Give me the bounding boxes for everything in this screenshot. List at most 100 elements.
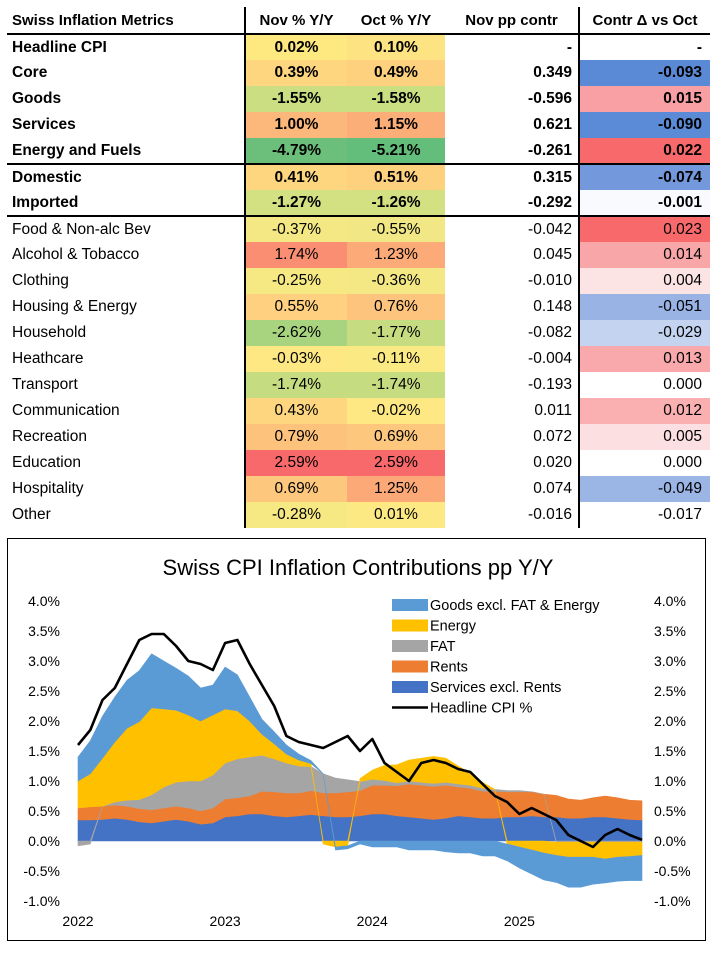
header-metric-label: Swiss Inflation Metrics xyxy=(7,7,246,35)
legend-label: Services excl. Rents xyxy=(430,680,561,696)
nov-yoy-cell: 0.02% xyxy=(245,34,347,60)
table-row: Communication 0.43% -0.02% 0.011 0.012 xyxy=(7,398,710,424)
legend-label: Energy xyxy=(430,619,477,635)
y-axis-left: 4.0% 3.5% 3.0% 2.5% 2.0% 1.5% 1.0% 0.5% 0.0% -0.5… xyxy=(23,593,60,909)
row-label: Core xyxy=(7,60,246,86)
nov-contribution-cell: -0.010 xyxy=(445,268,580,294)
chart-legend: Goods excl. FAT & Energy Energy FAT Rents Se… xyxy=(392,598,600,717)
row-label: Recreation xyxy=(7,424,246,450)
headline-cpi-line xyxy=(76,632,643,849)
oct-yoy-cell: 1.23% xyxy=(347,242,445,268)
nov-yoy-cell: 2.59% xyxy=(245,450,347,476)
oct-yoy-cell: -0.55% xyxy=(347,216,445,242)
nov-contribution-cell: -0.261 xyxy=(445,138,580,165)
nov-contribution-cell: -0.596 xyxy=(445,86,580,112)
table-row: Food & Non-alc Bev -0.37% -0.55% -0.042 0.02… xyxy=(7,216,710,242)
contribution-delta-cell: 0.000 xyxy=(579,372,710,398)
row-label: Goods xyxy=(7,86,246,112)
contribution-delta-cell: 0.014 xyxy=(579,242,710,268)
headline-line-group xyxy=(76,632,643,849)
table-body: Headline CPI 0.02% 0.10% - - Core 0.39% 0.49% 0.… xyxy=(7,34,710,528)
nov-contribution-cell: 0.020 xyxy=(445,450,580,476)
nov-yoy-cell: 1.00% xyxy=(245,112,347,138)
header-nov-yoy: Nov % Y/Y xyxy=(245,7,347,35)
header-contribution-delta: Contr Δ vs Oct xyxy=(579,7,710,35)
oct-yoy-cell: -0.11% xyxy=(347,346,445,372)
nov-contribution-cell: -0.004 xyxy=(445,346,580,372)
oct-yoy-cell: 0.69% xyxy=(347,424,445,450)
oct-yoy-cell: -0.02% xyxy=(347,398,445,424)
nov-yoy-cell: -0.37% xyxy=(245,216,347,242)
stacked-areas xyxy=(77,653,643,888)
oct-yoy-cell: -1.26% xyxy=(347,190,445,217)
table-header-row: Swiss Inflation Metrics Nov % Y/Y Oct % … xyxy=(7,7,710,35)
table-row: Recreation 0.79% 0.69% 0.072 0.005 xyxy=(7,424,710,450)
nov-yoy-cell: 0.69% xyxy=(245,476,347,502)
table-row: Alcohol & Tobacco 1.74% 1.23% 0.045 0.014 xyxy=(7,242,710,268)
table-row: Other -0.28% 0.01% -0.016 -0.017 xyxy=(7,502,710,528)
y-tick-label-right: 3.5% xyxy=(654,623,686,639)
nov-yoy-cell: -0.03% xyxy=(245,346,347,372)
row-label: Transport xyxy=(7,372,246,398)
table-row: Education 2.59% 2.59% 0.020 0.000 xyxy=(7,450,710,476)
nov-yoy-cell: -1.74% xyxy=(245,372,347,398)
table-row: Services 1.00% 1.15% 0.621 -0.090 xyxy=(7,112,710,138)
oct-yoy-cell: -1.77% xyxy=(347,320,445,346)
row-label: Food & Non-alc Bev xyxy=(7,216,246,242)
contribution-delta-cell: -0.029 xyxy=(579,320,710,346)
y-tick-label-left: -0.5% xyxy=(23,863,60,879)
legend-swatch xyxy=(392,660,428,673)
y-tick-label-right: 1.0% xyxy=(654,773,686,789)
contribution-delta-cell: -0.074 xyxy=(579,164,710,190)
contribution-delta-cell: 0.013 xyxy=(579,346,710,372)
nov-contribution-cell: 0.072 xyxy=(445,424,580,450)
contribution-delta-cell: -0.001 xyxy=(579,190,710,217)
contribution-delta-cell: -0.017 xyxy=(579,502,710,528)
table-row: Imported -1.27% -1.26% -0.292 -0.001 xyxy=(7,190,710,217)
table-row: Goods -1.55% -1.58% -0.596 0.015 xyxy=(7,86,710,112)
nov-contribution-cell: 0.011 xyxy=(445,398,580,424)
nov-contribution-cell: 0.074 xyxy=(445,476,580,502)
nov-yoy-cell: -1.27% xyxy=(245,190,347,217)
y-tick-label-right: 0.0% xyxy=(654,833,686,849)
legend-swatch xyxy=(392,619,428,632)
row-label: Other xyxy=(7,502,246,528)
y-tick-label-right: 4.0% xyxy=(654,593,686,609)
row-label: Energy and Fuels xyxy=(7,138,246,165)
table-row: Hospitality 0.69% 1.25% 0.074 -0.049 xyxy=(7,476,710,502)
nov-contribution-cell: 0.621 xyxy=(445,112,580,138)
legend-label: FAT xyxy=(430,639,456,655)
chart-title: Swiss CPI Inflation Contributions pp Y/Y xyxy=(163,555,554,580)
y-tick-label-right: 2.5% xyxy=(654,683,686,699)
table-row: Energy and Fuels -4.79% -5.21% -0.261 0.022 xyxy=(7,138,710,165)
table-row: Headline CPI 0.02% 0.10% - - xyxy=(7,34,710,60)
legend-swatch xyxy=(392,640,428,652)
legend-label: Headline CPI % xyxy=(430,701,532,717)
y-tick-label-right: 3.0% xyxy=(654,653,686,669)
row-label: Services xyxy=(7,112,246,138)
y-tick-label-left: 0.5% xyxy=(28,803,60,819)
table-row: Household -2.62% -1.77% -0.082 -0.029 xyxy=(7,320,710,346)
nov-contribution-cell: -0.016 xyxy=(445,502,580,528)
nov-contribution-cell: 0.315 xyxy=(445,164,580,190)
y-tick-label-right: 1.5% xyxy=(654,743,686,759)
contribution-delta-cell: 0.012 xyxy=(579,398,710,424)
nov-yoy-cell: 0.55% xyxy=(245,294,347,320)
nov-contribution-cell: 0.148 xyxy=(445,294,580,320)
nov-yoy-cell: 1.74% xyxy=(245,242,347,268)
oct-yoy-cell: 0.76% xyxy=(347,294,445,320)
x-tick-label: 2022 xyxy=(62,913,93,929)
legend-label: Rents xyxy=(430,660,468,676)
row-label: Communication xyxy=(7,398,246,424)
nov-contribution-cell: - xyxy=(445,34,580,60)
table-row: Core 0.39% 0.49% 0.349 -0.093 xyxy=(7,60,710,86)
contribution-delta-cell: -0.051 xyxy=(579,294,710,320)
nov-contribution-cell: -0.193 xyxy=(445,372,580,398)
nov-yoy-cell: 0.41% xyxy=(245,164,347,190)
oct-yoy-cell: 0.10% xyxy=(347,34,445,60)
table-row: Clothing -0.25% -0.36% -0.010 0.004 xyxy=(7,268,710,294)
oct-yoy-cell: 1.25% xyxy=(347,476,445,502)
nov-contribution-cell: 0.045 xyxy=(445,242,580,268)
nov-contribution-cell: -0.082 xyxy=(445,320,580,346)
oct-yoy-cell: 0.51% xyxy=(347,164,445,190)
